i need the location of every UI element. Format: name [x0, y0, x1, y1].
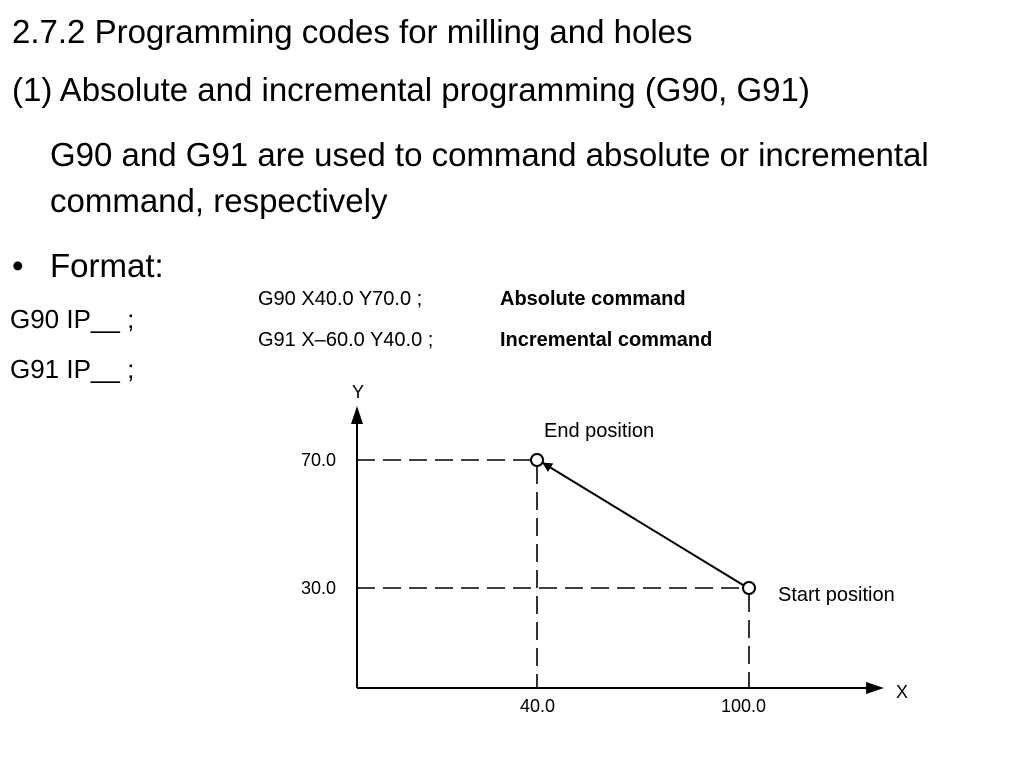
- start-position-marker: [742, 581, 756, 595]
- bullet-icon: •: [12, 247, 24, 284]
- start-position-label: Start position: [778, 584, 895, 606]
- y-tick-30: 30.0: [301, 578, 336, 598]
- command-desc-absolute: Absolute command: [500, 288, 686, 310]
- x-tick-100: 100.0: [721, 696, 766, 716]
- slide-description: G90 and G91 are used to command absolute…: [50, 136, 929, 219]
- end-position-label: End position: [544, 420, 654, 442]
- command-desc-incremental: Incremental command: [500, 329, 712, 351]
- x-axis-label: X: [896, 682, 908, 702]
- end-position-marker: [530, 453, 544, 467]
- y-tick-70: 70.0: [301, 450, 336, 470]
- y-axis-label: Y: [352, 382, 364, 402]
- format-g91: G91 IP__ ;: [10, 354, 135, 384]
- slide-subheading: (1) Absolute and incremental programming…: [12, 71, 810, 108]
- slide-heading: 2.7.2 Programming codes for milling and …: [12, 13, 693, 50]
- format-label: Format:: [50, 247, 164, 284]
- y-axis-arrow-icon: [351, 406, 363, 424]
- command-code-g90: G90 X40.0 Y70.0 ;: [258, 288, 422, 310]
- movement-path-arrow: [542, 462, 744, 586]
- command-code-g91: G91 X–60.0 Y40.0 ;: [258, 329, 433, 351]
- x-tick-40: 40.0: [520, 696, 555, 716]
- format-bullet-item: • Format:: [12, 246, 164, 286]
- x-axis-arrow-icon: [866, 682, 884, 694]
- format-g90: G90 IP__ ;: [10, 304, 135, 334]
